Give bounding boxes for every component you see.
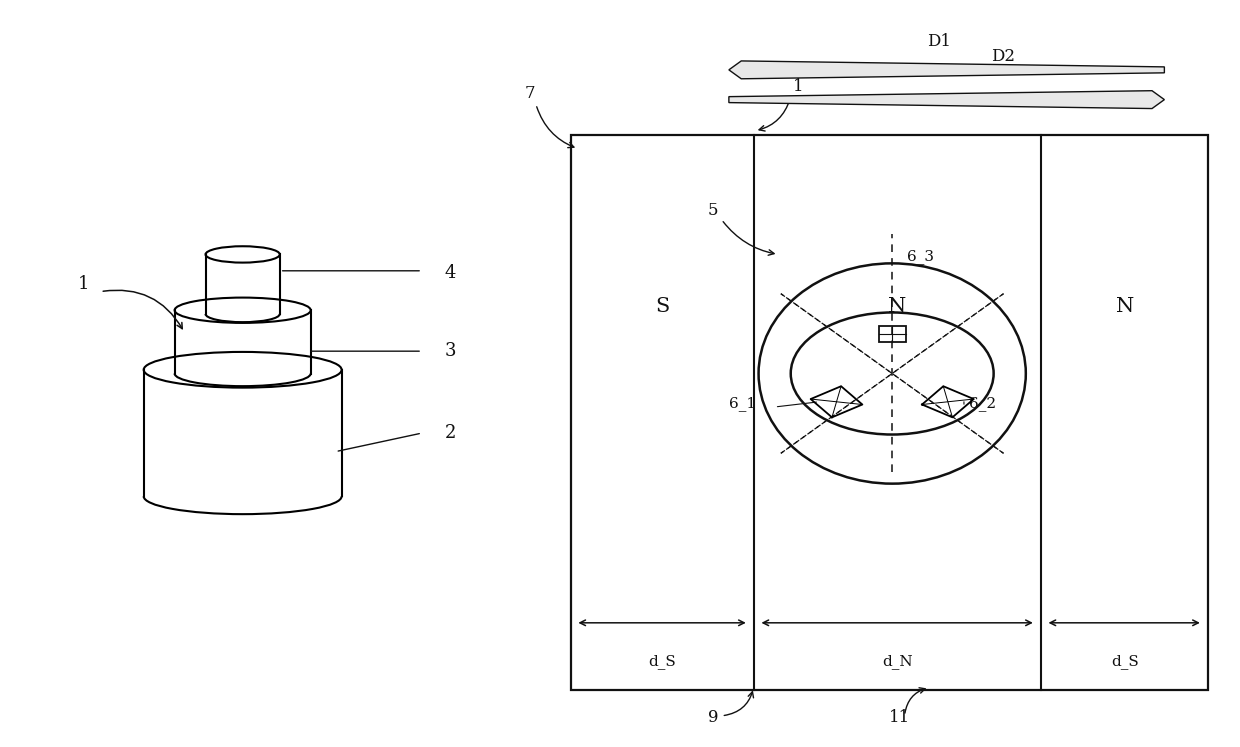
Polygon shape — [729, 90, 1164, 108]
Text: 2: 2 — [444, 424, 455, 442]
Text: 6_3: 6_3 — [906, 249, 934, 264]
Text: 4: 4 — [444, 264, 455, 282]
Text: 3: 3 — [444, 342, 456, 360]
Text: d_S: d_S — [649, 654, 676, 669]
Text: 1: 1 — [794, 78, 804, 95]
Text: 6_1: 6_1 — [729, 396, 756, 411]
Bar — [879, 326, 905, 342]
Text: S: S — [655, 297, 670, 316]
Text: 9: 9 — [708, 709, 718, 726]
Text: D1: D1 — [928, 33, 951, 50]
Text: 7: 7 — [525, 85, 534, 102]
Text: 6_2: 6_2 — [968, 396, 996, 411]
Text: 1: 1 — [78, 275, 89, 293]
Polygon shape — [729, 61, 1164, 78]
Text: 5: 5 — [708, 202, 718, 219]
Text: d_S: d_S — [1111, 654, 1138, 669]
Text: N: N — [1116, 297, 1133, 316]
Text: D2: D2 — [991, 48, 1016, 65]
Text: 11: 11 — [889, 709, 910, 726]
Text: d_N: d_N — [882, 654, 913, 669]
Text: N: N — [888, 297, 906, 316]
Bar — [570, 135, 1208, 689]
